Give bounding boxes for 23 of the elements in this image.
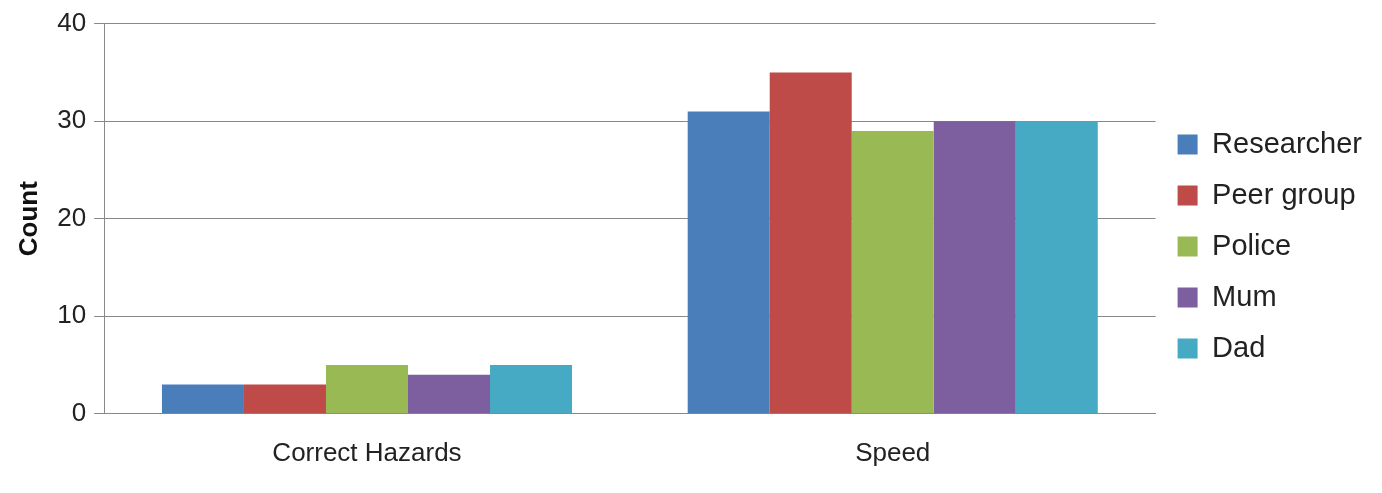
legend-label: Dad <box>1212 330 1266 363</box>
y-tick-label: 40 <box>57 6 87 37</box>
bar <box>325 365 408 414</box>
y-tick-label: 20 <box>57 201 87 232</box>
y-tick-label: 30 <box>57 104 87 135</box>
legend-label: Police <box>1212 228 1292 261</box>
bar <box>243 384 326 414</box>
legend-label: Peer group <box>1212 177 1356 210</box>
bar <box>851 130 934 414</box>
bar <box>161 384 244 414</box>
legend-label: Mum <box>1212 279 1277 312</box>
x-tick-label: Speed <box>855 436 931 467</box>
bar <box>769 72 852 414</box>
bar <box>687 111 770 414</box>
bar <box>1015 121 1098 414</box>
y-axis-title: Count <box>12 180 43 257</box>
x-tick-label: Correct Hazards <box>272 436 462 467</box>
legend-label: Researcher <box>1212 126 1363 159</box>
bar <box>490 365 573 414</box>
y-tick-label: 0 <box>71 396 87 427</box>
bar <box>408 374 491 414</box>
y-tick-label: 10 <box>57 299 87 330</box>
bar <box>933 121 1016 414</box>
